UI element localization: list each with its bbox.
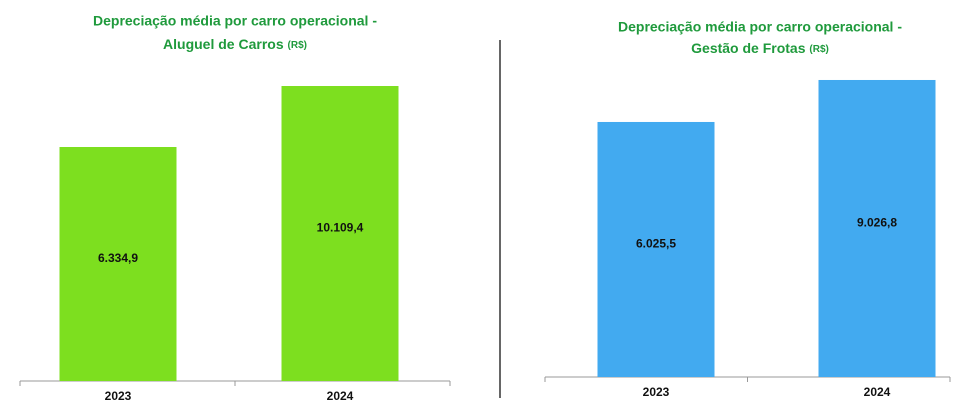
bar: [281, 86, 399, 381]
chart-title: Depreciação média por carro operacional …: [618, 19, 902, 35]
bar: [818, 79, 936, 377]
chart-unit: (R$): [288, 40, 307, 51]
chart-title-line: Gestão de Frotas: [691, 40, 806, 56]
chart-unit: (R$): [809, 44, 828, 55]
chart-title: Depreciação média por carro operacional …: [93, 13, 377, 29]
x-tick-label: 2024: [864, 385, 891, 399]
x-tick-label: 2023: [643, 385, 670, 399]
bar: [59, 147, 177, 381]
value-label: 6.334,9: [98, 251, 138, 265]
chart-title-line: Aluguel de Carros: [163, 36, 284, 52]
value-label: 10.109,4: [317, 221, 364, 235]
bar: [597, 121, 715, 377]
x-tick-label: 2024: [327, 389, 354, 401]
x-tick-label: 2023: [105, 389, 132, 401]
value-label: 9.026,8: [857, 216, 897, 230]
chart-title: Gestão de Frotas (R$): [691, 40, 829, 56]
chart-title: Aluguel de Carros (R$): [163, 36, 307, 52]
value-label: 6.025,5: [636, 237, 676, 251]
